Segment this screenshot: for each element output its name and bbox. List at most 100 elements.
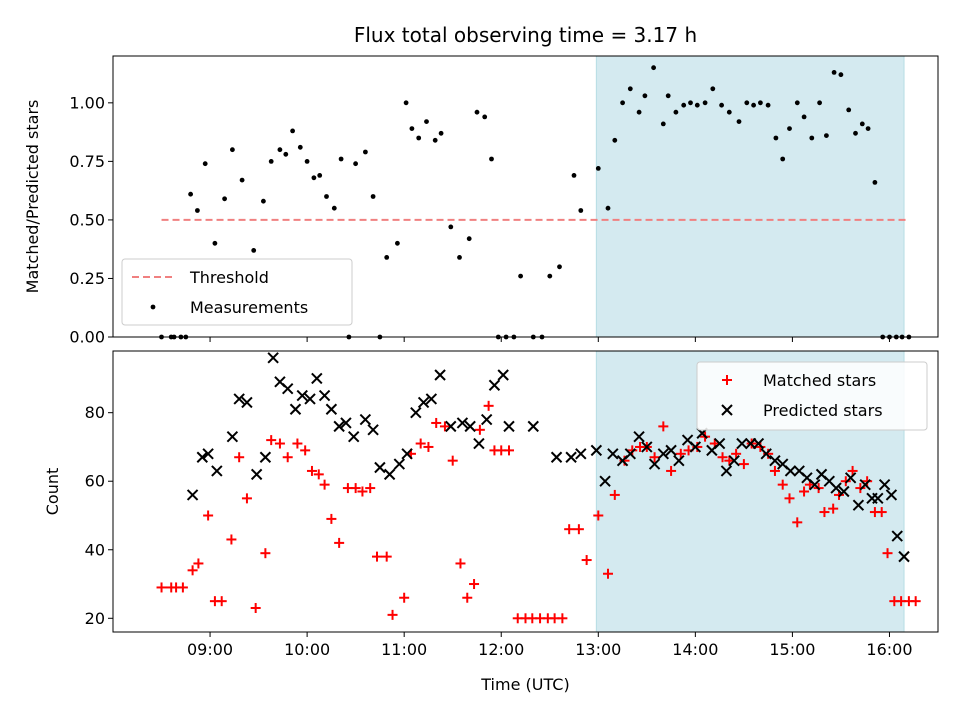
matched-star-point bbox=[769, 465, 780, 476]
measurement-point bbox=[416, 135, 422, 141]
predicted-star-point bbox=[267, 352, 279, 364]
matched-star-point bbox=[649, 452, 660, 463]
x-b bbox=[599, 475, 611, 487]
predicted-star-point bbox=[410, 406, 422, 419]
measurement-point bbox=[794, 100, 800, 106]
matched-star-point bbox=[819, 507, 830, 518]
x-b bbox=[296, 389, 308, 402]
x-b bbox=[689, 441, 702, 453]
x-b bbox=[434, 369, 446, 381]
measurement-point bbox=[324, 194, 329, 199]
matched-star-point bbox=[784, 493, 795, 504]
predicted-stars-points bbox=[186, 352, 910, 563]
measurement-point bbox=[612, 137, 618, 143]
predicted-star-point bbox=[689, 441, 702, 453]
measurement-point bbox=[261, 198, 266, 204]
x-b bbox=[752, 437, 765, 450]
x-tick-label: 15:00 bbox=[769, 640, 815, 659]
matched-star-point bbox=[216, 596, 227, 607]
measurement-point bbox=[627, 86, 633, 92]
legend-matched-label: Matched stars bbox=[763, 371, 876, 390]
matched-star-point bbox=[203, 510, 214, 521]
matched-star-point bbox=[828, 503, 839, 514]
measurement-point bbox=[489, 156, 494, 162]
predicted-star-point bbox=[550, 451, 563, 463]
matched-star-point bbox=[557, 613, 568, 624]
measurement-point bbox=[230, 147, 235, 153]
matched-star-point bbox=[292, 438, 303, 449]
x-b bbox=[347, 430, 360, 443]
measurement-point bbox=[642, 93, 648, 99]
measurement-point bbox=[710, 86, 716, 92]
measurement-point bbox=[297, 144, 303, 150]
x-b bbox=[648, 458, 661, 470]
x-b bbox=[445, 420, 457, 433]
predicted-star-point bbox=[359, 413, 372, 426]
x-b bbox=[720, 465, 733, 477]
measurement-point bbox=[831, 70, 837, 75]
measurement-point bbox=[636, 109, 642, 115]
x-b bbox=[872, 492, 884, 505]
matched-star-point bbox=[777, 479, 788, 490]
x-b bbox=[401, 448, 413, 460]
predicted-star-point bbox=[665, 444, 677, 457]
measurement-point bbox=[694, 102, 700, 108]
x-b bbox=[333, 420, 345, 433]
x-b bbox=[383, 468, 396, 481]
matched-star-point bbox=[675, 448, 686, 459]
x-b bbox=[769, 454, 781, 467]
measurement-point bbox=[780, 156, 786, 162]
matched-star-point bbox=[840, 476, 851, 487]
x-b bbox=[425, 393, 438, 405]
predicted-star-point bbox=[211, 465, 223, 477]
y-tick-label: 20 bbox=[85, 609, 105, 628]
legend-plus-marker bbox=[722, 375, 732, 385]
x-b bbox=[844, 472, 857, 484]
measurement-point bbox=[304, 159, 310, 164]
predicted-star-point bbox=[713, 437, 726, 450]
predicted-star-point bbox=[304, 393, 316, 405]
matched-star-point bbox=[717, 452, 728, 463]
x-b bbox=[633, 430, 645, 443]
predicted-star-point bbox=[633, 430, 645, 443]
predicted-star-point bbox=[393, 458, 406, 470]
matched-star-point bbox=[187, 565, 198, 576]
x-b bbox=[830, 482, 842, 494]
y-tick-label: 40 bbox=[85, 540, 105, 559]
measurement-point bbox=[846, 107, 852, 113]
measurement-point bbox=[212, 240, 218, 246]
count-legend-box bbox=[696, 361, 928, 431]
x-b bbox=[590, 444, 603, 457]
y-tick-label: 0.50 bbox=[69, 210, 105, 229]
matched-star-point bbox=[326, 513, 337, 524]
measurement-point bbox=[578, 208, 584, 213]
measurement-point bbox=[395, 240, 400, 246]
matched-star-point bbox=[193, 558, 204, 569]
count-panel: 20 40 60 80 09:00 10:00 11:00 12:00 13:00 14:00 1… bbox=[43, 350, 939, 694]
x-b bbox=[809, 478, 821, 491]
x-b bbox=[311, 372, 323, 385]
predicted-star-point bbox=[311, 372, 323, 385]
x-b bbox=[852, 499, 865, 511]
ratio-legend: Threshold Measurements bbox=[121, 258, 353, 326]
matched-star-point bbox=[862, 476, 873, 487]
matched-star-point bbox=[564, 524, 575, 535]
chart-title: Flux total observing time = 3.17 h bbox=[354, 23, 697, 47]
measurement-point bbox=[665, 93, 671, 99]
x-b bbox=[241, 396, 253, 409]
predicted-star-point bbox=[340, 417, 352, 429]
x-tick-label: 16:00 bbox=[866, 640, 912, 659]
matched-star-point bbox=[350, 483, 361, 494]
x-b bbox=[657, 448, 670, 460]
predicted-star-point bbox=[250, 468, 263, 481]
matched-star-point bbox=[226, 534, 237, 545]
y-tick-label: 0.75 bbox=[69, 152, 105, 171]
matched-star-point bbox=[306, 465, 317, 476]
x-b bbox=[374, 461, 386, 474]
predicted-star-point bbox=[590, 444, 603, 457]
predicted-star-point bbox=[760, 448, 772, 460]
predicted-star-point bbox=[784, 465, 797, 477]
predicted-star-point bbox=[367, 424, 379, 436]
matched-star-point bbox=[439, 421, 450, 432]
